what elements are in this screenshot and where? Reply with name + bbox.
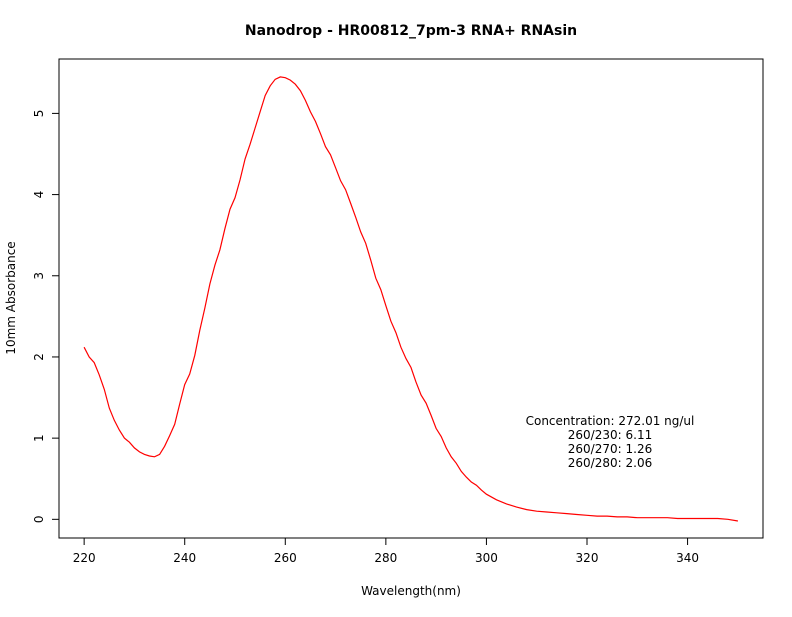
x-tick-label: 240 <box>173 551 196 565</box>
y-tick-label: 2 <box>32 353 46 361</box>
x-tick-label: 220 <box>73 551 96 565</box>
x-tick-label: 320 <box>576 551 599 565</box>
chart-title: Nanodrop - HR00812_7pm-3 RNA+ RNAsin <box>245 23 577 39</box>
y-axis: 0 1 2 3 4 5 <box>32 110 59 524</box>
y-tick-label: 5 <box>32 110 46 118</box>
absorbance-series-line <box>83 76 738 522</box>
plot-frame <box>58 58 764 539</box>
annotation-line: 260/280: 2.06 <box>568 456 652 470</box>
y-tick-label: 3 <box>32 272 46 280</box>
y-tick-label: 0 <box>32 516 46 524</box>
y-axis-label: 10mm Absorbance <box>4 241 18 354</box>
x-axis-label: Wavelength(nm) <box>361 584 461 598</box>
annotation-line: 260/230: 6.11 <box>568 428 652 442</box>
annotation-line: Concentration: 272.01 ng/ul <box>526 414 695 428</box>
annotation-line: 260/270: 1.26 <box>568 442 652 456</box>
x-axis: 220 240 260 280 300 320 340 <box>73 538 699 565</box>
x-tick-label: 300 <box>475 551 498 565</box>
y-tick-label: 1 <box>32 434 46 442</box>
x-tick-label: 340 <box>676 551 699 565</box>
x-tick-label: 280 <box>374 551 397 565</box>
x-tick-label: 260 <box>274 551 297 565</box>
y-tick-label: 4 <box>32 191 46 199</box>
